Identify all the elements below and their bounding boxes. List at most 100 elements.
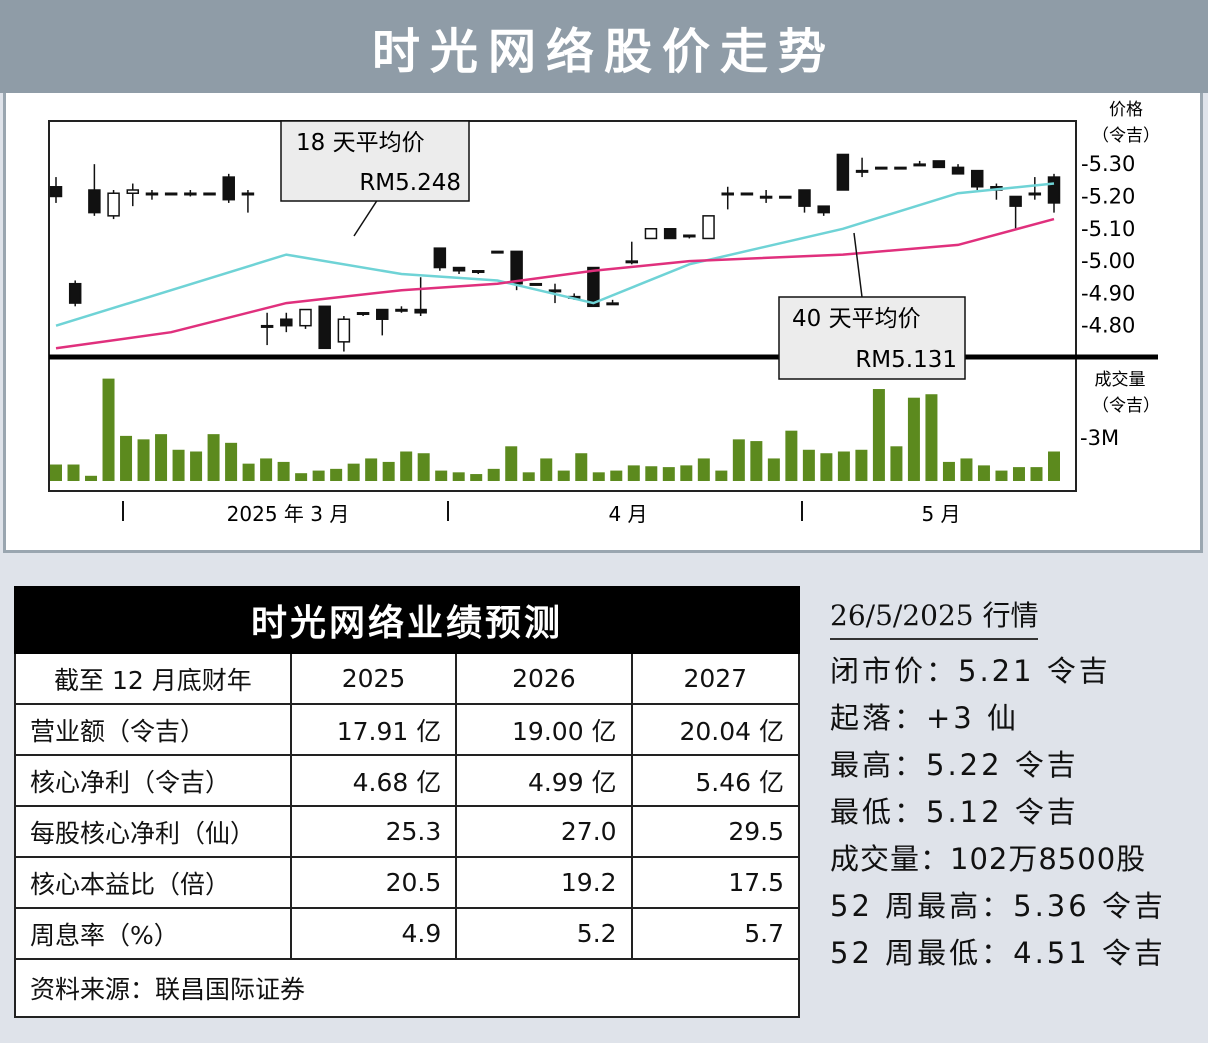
candles-group	[49, 153, 1061, 352]
volume-bar	[837, 451, 850, 481]
candle-body	[836, 153, 850, 191]
candle-body	[875, 166, 888, 170]
volume-bar	[400, 451, 413, 481]
candle-body	[951, 166, 965, 175]
volume-bar	[312, 470, 325, 481]
candle-body	[299, 308, 312, 327]
row-label: 每股核心净利（仙）	[14, 805, 292, 858]
candle-body	[510, 250, 523, 285]
candle-body	[49, 186, 63, 198]
volume-bar	[137, 439, 150, 481]
volume-bar	[260, 458, 273, 481]
volume-bar	[207, 434, 220, 481]
candle-body	[1009, 195, 1022, 207]
ma18-line	[55, 182, 1055, 327]
candle-body	[126, 189, 140, 194]
volume-bar	[907, 397, 920, 481]
volume-bar	[382, 461, 395, 481]
volume-bar	[820, 453, 833, 481]
candle-body	[491, 250, 504, 254]
x-label-may: 5 月	[921, 502, 960, 526]
volume-bar	[540, 458, 553, 481]
volume-bar	[872, 389, 885, 481]
volume-bar	[925, 394, 938, 481]
header-2026: 2026	[455, 652, 633, 705]
market-volume: 成交量：102万8500股	[830, 842, 1147, 876]
candle-body	[88, 189, 101, 214]
candle-body	[1028, 192, 1042, 196]
market-52w-high: 52 周最高：5.36 令吉	[830, 889, 1166, 923]
x-label-apr: 4 月	[608, 502, 647, 526]
header-2025: 2025	[289, 652, 458, 705]
volume-bar	[242, 463, 255, 481]
volume-bar	[697, 458, 710, 481]
candle-body	[107, 192, 120, 217]
candle-body	[644, 228, 658, 240]
ma40-label-box: 40 天平均价 RM5.131	[778, 296, 966, 380]
cell: 5.7	[630, 907, 801, 960]
forecast-header-row: 截至 12 月底财年 2025 2026 2027	[14, 652, 801, 705]
price-ticks-group: -5.30 -5.20 -5.10 -5.00 -4.90 -4.80	[1081, 152, 1135, 338]
market-change: 起落：+3 仙	[830, 701, 1019, 735]
ma40-pointer	[853, 232, 863, 298]
candle-body	[318, 305, 331, 350]
price-axis-label-2: （令吉）	[1092, 126, 1160, 146]
cell: 4.9	[289, 907, 458, 960]
market-date: 26/5/2025 行情	[830, 594, 1039, 640]
candle-body	[260, 324, 274, 328]
market-close: 闭市价：5.21 令吉	[830, 654, 1111, 688]
volume-bar	[120, 435, 133, 481]
candle-body	[452, 266, 466, 272]
chart-panel: 18 天平均价 RM5.248 40 天平均价 RM5.131 价格 （令吉） …	[3, 93, 1203, 553]
ma18-value: RM5.248	[359, 170, 461, 196]
volume-bar	[645, 466, 658, 481]
candle-body	[241, 192, 255, 196]
candle-body	[280, 318, 293, 327]
candle-body	[203, 192, 216, 196]
candle-body	[529, 282, 543, 286]
volume-bar	[155, 434, 168, 481]
volume-bar	[680, 465, 693, 481]
cell: 17.5	[630, 856, 801, 909]
candle-body	[683, 234, 696, 238]
candle-body	[894, 166, 907, 170]
volume-bar	[487, 468, 500, 481]
candle-body	[913, 163, 926, 167]
cell: 4.99 亿	[455, 754, 633, 807]
volume-bar	[855, 449, 868, 481]
price-axis-label-1: 价格	[1109, 100, 1143, 120]
candle-body	[759, 195, 773, 199]
title-bar: 时光网络股价走势	[0, 0, 1208, 93]
cell: 29.5	[630, 805, 801, 858]
volume-bar	[102, 378, 115, 481]
volume-bar	[522, 472, 535, 481]
ma40-label: 40 天平均价	[792, 306, 921, 332]
volume-bar	[190, 451, 203, 481]
ma40-value: RM5.131	[855, 347, 957, 373]
cell: 20.5	[289, 856, 458, 909]
plot-frame	[48, 120, 1077, 492]
cell: 25.3	[289, 805, 458, 858]
candle-body	[587, 266, 600, 308]
volume-bar	[470, 474, 483, 481]
volume-bar	[942, 461, 955, 481]
price-tick-label: -5.10	[1081, 217, 1135, 241]
candle-body	[817, 205, 830, 214]
ma18-label-box: 18 天平均价 RM5.248	[280, 120, 470, 202]
volume-bar	[277, 461, 290, 481]
price-tick-label: -5.30	[1081, 152, 1135, 176]
candle-body	[798, 189, 811, 207]
candle-body	[337, 318, 351, 343]
row-label: 营业额（令吉）	[14, 703, 292, 756]
candle-body	[184, 192, 197, 196]
volume-bar	[505, 446, 518, 481]
price-tick-label: -4.90	[1081, 281, 1135, 305]
volume-bar	[960, 458, 973, 481]
volume-bar	[557, 470, 570, 481]
candle-body	[414, 308, 427, 314]
volume-axis-label-1: 成交量	[1095, 370, 1146, 390]
market-high: 最高：5.22 令吉	[830, 748, 1079, 782]
candle-body	[471, 270, 485, 274]
cell: 27.0	[455, 805, 633, 858]
x-label-mar: 2025 年 3 月	[227, 502, 350, 526]
